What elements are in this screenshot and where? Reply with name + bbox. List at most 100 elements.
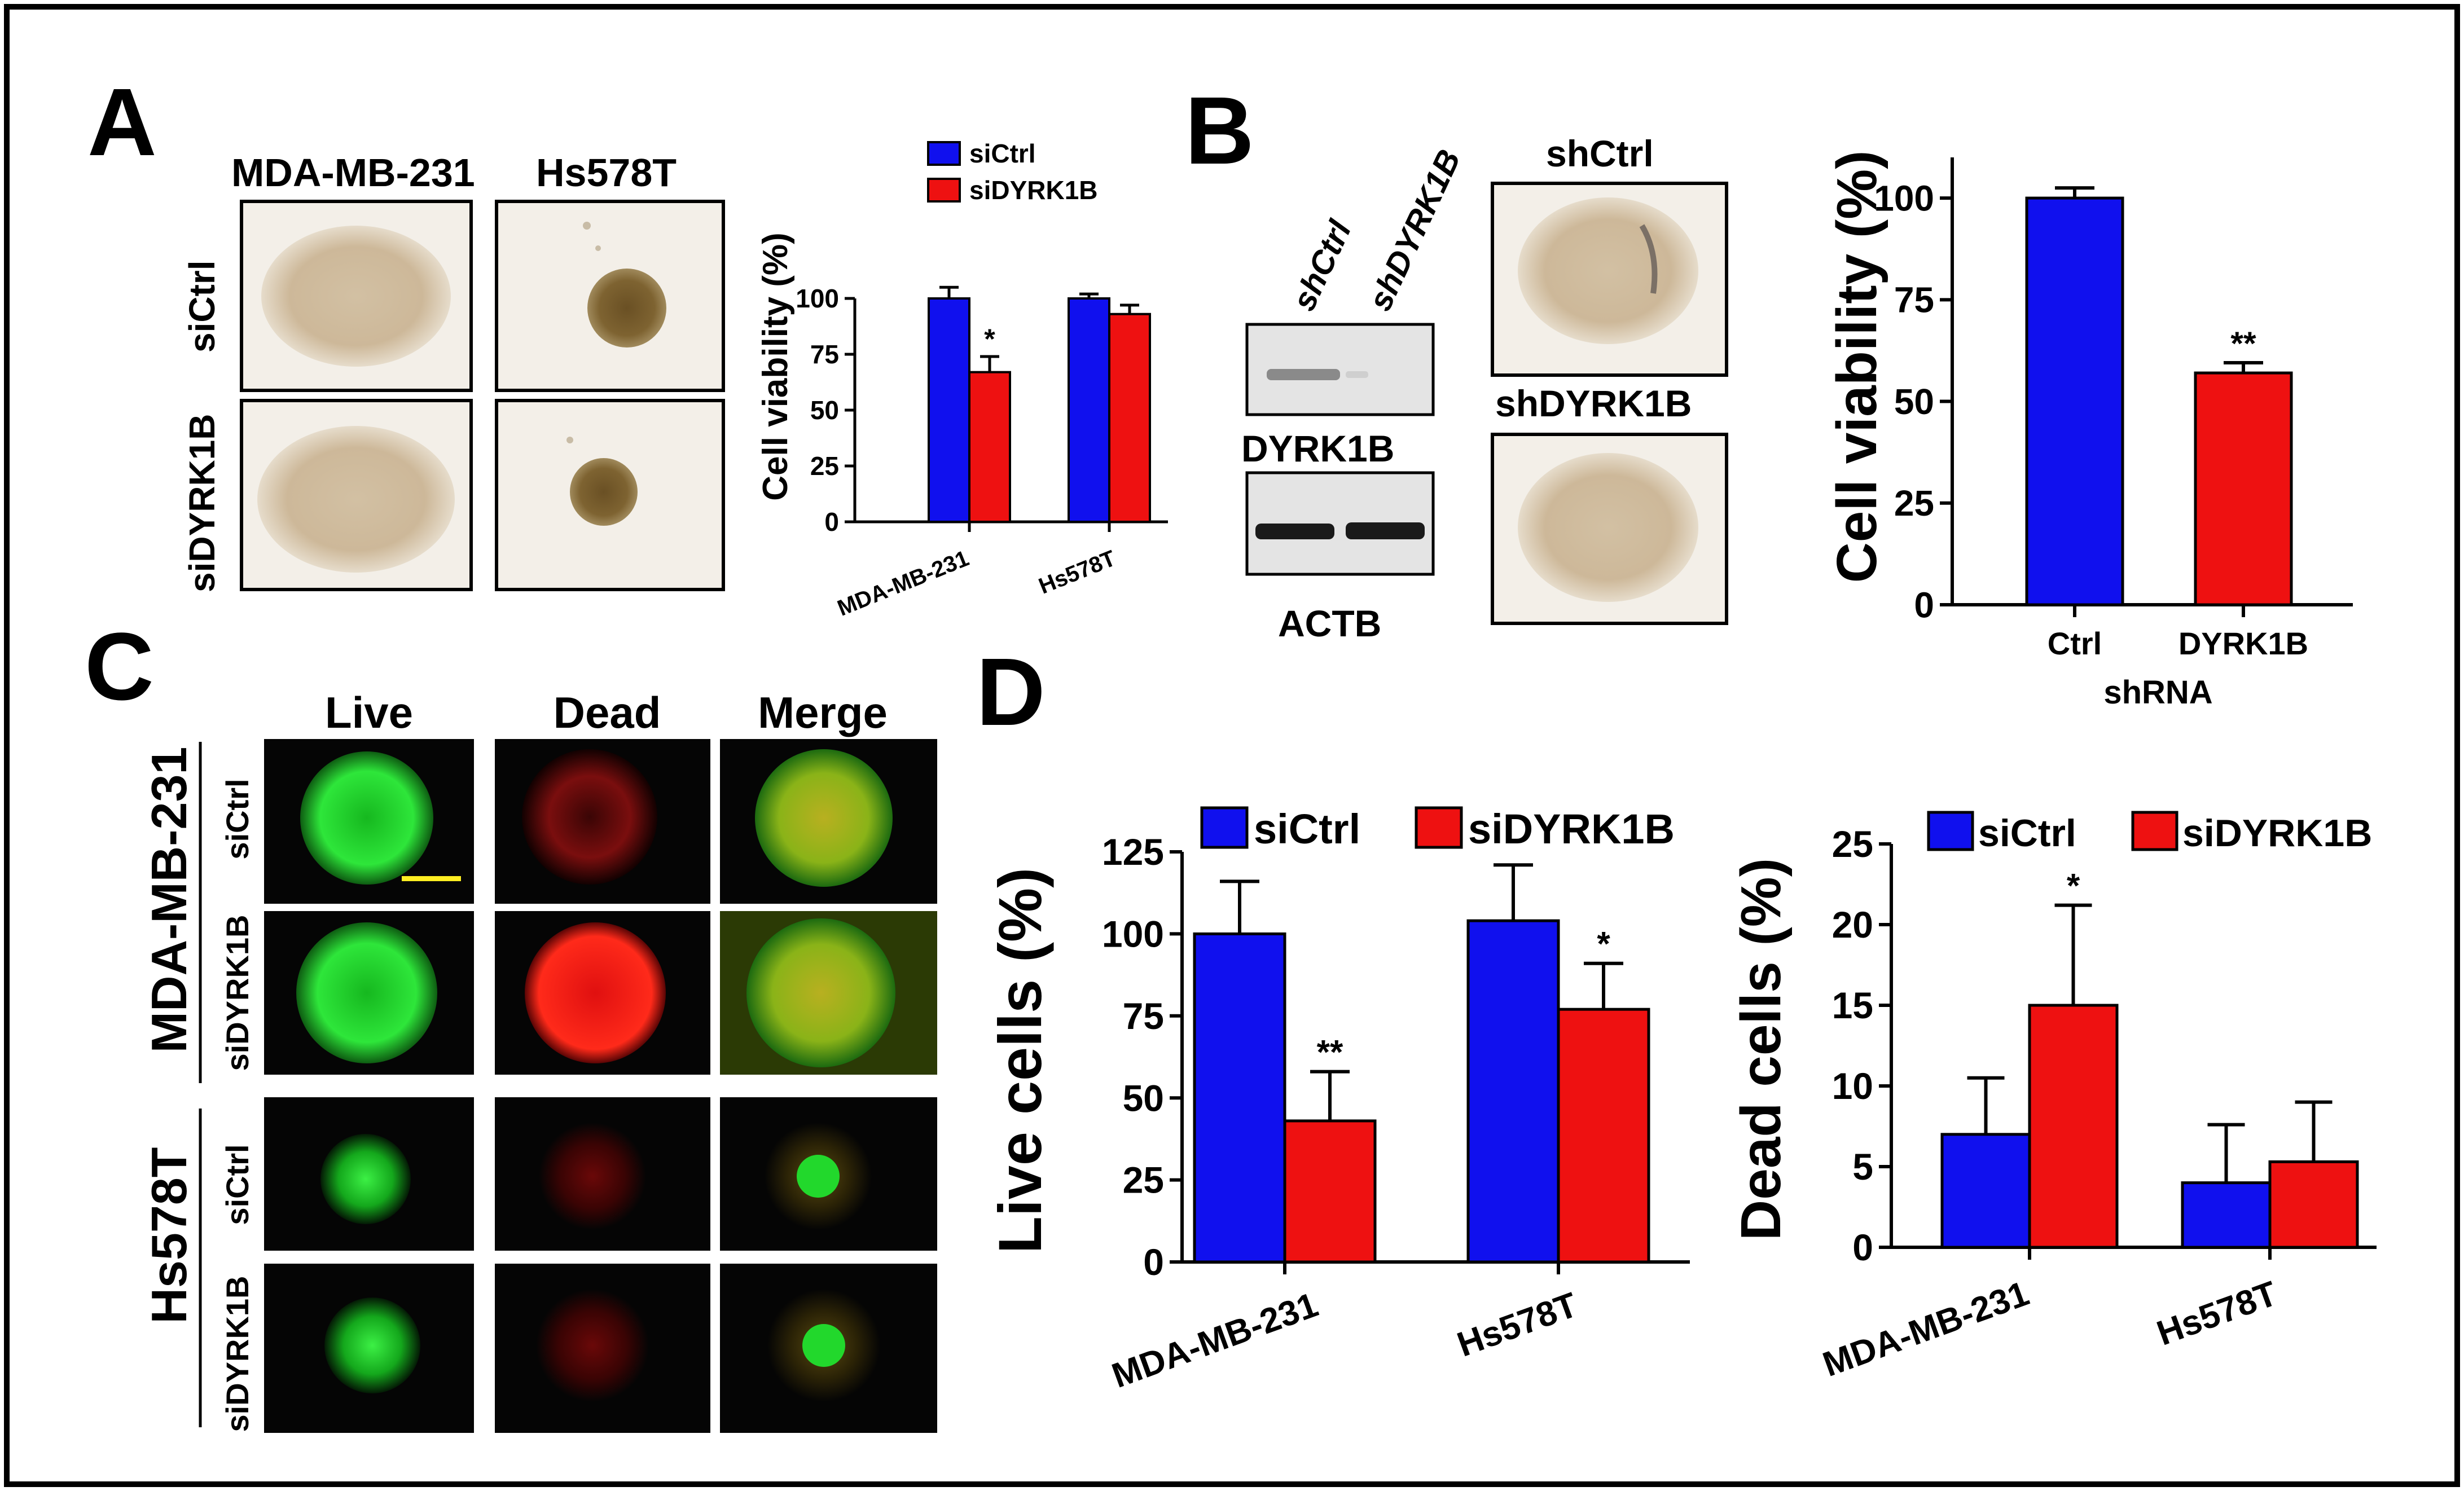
panel-c-col-header-live: Live: [325, 688, 413, 737]
y-tick-label: 50: [1123, 1077, 1164, 1119]
bar: [2268, 1160, 2359, 1249]
panel-letter-a: A: [87, 69, 157, 176]
spheroid-image: [1491, 433, 1728, 625]
chart-dl-ylabel: Live cells (%): [986, 868, 1054, 1254]
spheroid-image: [495, 399, 725, 591]
panel-letter-c: C: [85, 613, 154, 720]
y-tick-label: 25: [1123, 1159, 1164, 1201]
bar: [2028, 1004, 2119, 1249]
panel-c-cell-line-hs578t: Hs578T: [141, 1147, 197, 1323]
panel-letter-b: B: [1185, 77, 1254, 184]
legend-swatch-sictrl: [1927, 811, 1974, 851]
significance-marker: *: [2067, 867, 2080, 905]
panel-c-fluorescence-grid: [264, 739, 937, 1433]
bar: [968, 371, 1011, 523]
fluorescence-image: [264, 1264, 474, 1433]
legend-swatch-sidyrk1b: [927, 178, 961, 203]
panel-b-image-label-shctrl: shCtrl: [1546, 133, 1654, 174]
western-blot-dyrk1b: [1245, 323, 1435, 416]
panel-b-image-label-shdyrk1b: shDYRK1B: [1495, 382, 1692, 424]
blot-label-dyrk1b: DYRK1B: [1241, 428, 1394, 469]
legend-label-sictrl: siCtrl: [969, 139, 1036, 168]
bar: [928, 297, 970, 523]
y-tick-label: 75: [810, 340, 839, 369]
significance-marker: *: [984, 323, 995, 355]
y-tick-label: 100: [1102, 913, 1164, 955]
panel-c-row-label-mda-sictrl: siCtrl: [219, 779, 255, 859]
fluorescence-image: [720, 911, 937, 1075]
bar: [1283, 1119, 1377, 1264]
x-category-label: DYRK1B: [2178, 626, 2308, 661]
panel-c-col-header-dead: Dead: [554, 688, 661, 737]
panel-c-col-header-merge: Merge: [758, 688, 888, 737]
y-tick-label: 50: [1894, 381, 1934, 422]
fluorescence-image: [720, 1097, 937, 1251]
legend-label-sidyrk1b: siDYRK1B: [2182, 812, 2372, 855]
panel-c-row-label-mda-sidyrk1b: siDYRK1B: [219, 915, 255, 1071]
y-tick-label: 0: [1914, 584, 1934, 625]
legend-label-sidyrk1b: siDYRK1B: [969, 175, 1098, 205]
y-tick-label: 25: [1894, 483, 1934, 524]
bar: [2194, 371, 2293, 606]
y-tick-label: 25: [1832, 823, 1873, 865]
western-blot-actb: [1245, 471, 1435, 576]
legend-label-sictrl: siCtrl: [1978, 812, 2076, 855]
chart-b-xlabel: shRNA: [2103, 674, 2212, 711]
y-tick-label: 50: [810, 395, 839, 425]
chart-dd-ylabel: Dead cells (%): [1729, 858, 1793, 1241]
y-tick-label: 125: [1102, 831, 1164, 873]
spheroid-image: [495, 200, 725, 392]
panel-a-spheroid-images: [240, 200, 725, 591]
fluorescence-image: [264, 1097, 474, 1251]
chart-b-ylabel: Cell viability (%): [1825, 151, 1888, 583]
fluorescence-image: [720, 739, 937, 904]
legend-label-sictrl: siCtrl: [1254, 806, 1360, 852]
y-tick-label: 5: [1852, 1146, 1873, 1187]
fluorescence-image: [264, 911, 474, 1075]
significance-marker: **: [1317, 1033, 1343, 1071]
y-tick-label: 10: [1832, 1065, 1873, 1107]
y-tick-label: 75: [1123, 995, 1164, 1037]
spheroid-image: [240, 200, 473, 392]
panel-a-col-header-mda: MDA-MB-231: [231, 151, 475, 195]
fluorescence-image: [495, 1097, 710, 1251]
panel-c-cell-line-mda: MDA-MB-231: [141, 747, 197, 1053]
bar: [2025, 196, 2124, 606]
fluorescence-image: [495, 911, 710, 1075]
panel-a-col-header-hs578t: Hs578T: [536, 151, 677, 195]
panel-b-bar-chart: Cell viability (%) shRNA 0 25 50 75 100 Ctrl *…: [1825, 151, 2353, 711]
significance-marker: **: [2230, 326, 2256, 362]
scale-bar: [402, 876, 461, 881]
y-tick-label: 100: [796, 284, 839, 313]
bar: [1940, 1133, 2031, 1249]
y-tick-label: 75: [1894, 280, 1934, 320]
y-tick-label: 0: [1143, 1241, 1164, 1283]
panel-letter-d: D: [976, 639, 1046, 746]
chart-a-ylabel: Cell viability (%): [756, 232, 795, 500]
y-tick-label: 100: [1874, 178, 1934, 218]
blot-label-actb: ACTB: [1278, 602, 1381, 644]
panel-c-row-label-hs-sidyrk1b: siDYRK1B: [219, 1276, 255, 1432]
y-tick-label: 0: [1852, 1226, 1873, 1268]
bar: [1193, 932, 1286, 1264]
legend-swatch-sidyrk1b: [2131, 811, 2178, 851]
panel-d-live-chart: Live cells (%) siCtrl siDYRK1B 0 25 50 75 10…: [986, 806, 1690, 1396]
y-tick-label: 25: [810, 451, 839, 481]
panel-c-row-label-hs-sictrl: siCtrl: [219, 1144, 255, 1225]
spheroid-image: [1491, 182, 1728, 377]
legend-swatch-sictrl: [1200, 806, 1249, 849]
legend-swatch-sidyrk1b: [1415, 806, 1463, 849]
spheroid-image: [240, 399, 473, 591]
bar: [1557, 1008, 1650, 1264]
x-category-label: Ctrl: [2048, 626, 2102, 661]
y-tick-label: 15: [1832, 984, 1873, 1026]
panel-a-row-label-sictrl: siCtrl: [182, 260, 222, 353]
significance-marker: *: [1597, 925, 1610, 963]
fluorescence-image: [495, 739, 710, 904]
fluorescence-image: [720, 1264, 937, 1433]
bar: [2181, 1181, 2272, 1249]
bar: [1108, 313, 1151, 523]
y-tick-label: 0: [824, 507, 839, 536]
fluorescence-image: [495, 1264, 710, 1433]
